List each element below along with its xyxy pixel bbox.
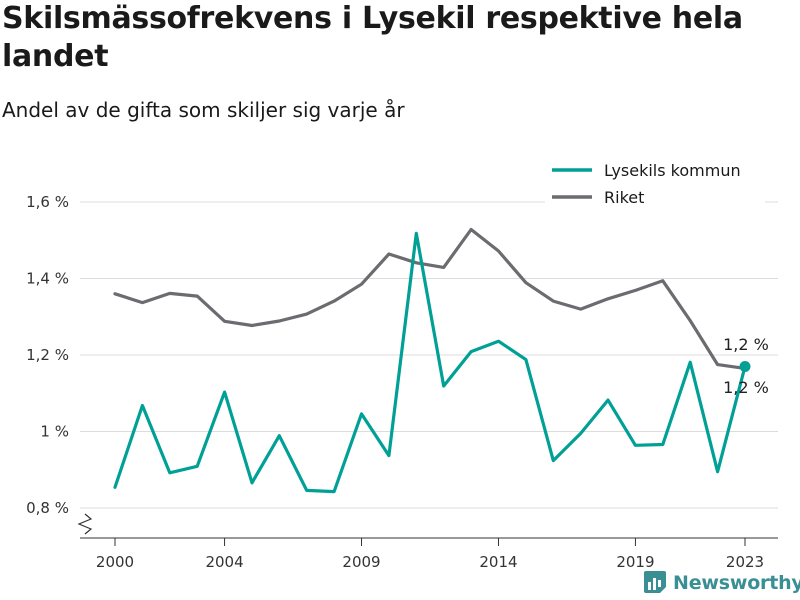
- page-subtitle: Andel av de gifta som skiljer sig varje …: [2, 98, 405, 122]
- axis-break-icon: [77, 513, 93, 535]
- x-tick-label: 2019: [616, 553, 654, 571]
- page-title: Skilsmässofrekvens i Lysekil respektive …: [2, 1, 743, 74]
- legend-label: Lysekils kommun: [604, 161, 741, 180]
- series-lines: [113, 227, 747, 494]
- x-axis: 2000 2004 2009 2014 2019 2023: [77, 513, 778, 571]
- grid-lines: [80, 201, 778, 509]
- y-axis-ticks: 0,8 % 1 % 1,2 % 1,4 % 1,6 %: [26, 193, 69, 517]
- x-tick-label: 2000: [96, 553, 134, 571]
- x-tick-label: 2004: [205, 553, 243, 571]
- x-tick-label: 2009: [342, 553, 380, 571]
- end-labels: 1,2 % 1,2 %: [723, 335, 769, 397]
- end-point-marker: [739, 360, 751, 372]
- x-tick-label: 2014: [479, 553, 517, 571]
- y-tick-label: 0,8 %: [26, 499, 69, 517]
- legend: Lysekils kommun Riket: [545, 155, 765, 207]
- series-line-riket: [113, 227, 747, 370]
- brand-name: Newsworthy: [673, 572, 800, 594]
- y-tick-label: 1,4 %: [26, 270, 69, 288]
- y-tick-label: 1,6 %: [26, 193, 69, 211]
- end-label-lysekil: 1,2 %: [723, 378, 769, 397]
- y-tick-label: 1,2 %: [26, 346, 69, 364]
- brand-logo: Newsworthy: [643, 568, 800, 598]
- legend-label: Riket: [604, 188, 644, 207]
- x-tick-label: 2023: [726, 553, 764, 571]
- y-tick-label: 1 %: [40, 423, 69, 441]
- end-label-riket: 1,2 %: [723, 335, 769, 354]
- series-line-lysekils-kommun: [113, 231, 747, 494]
- newsworthy-logo-icon: [644, 571, 666, 593]
